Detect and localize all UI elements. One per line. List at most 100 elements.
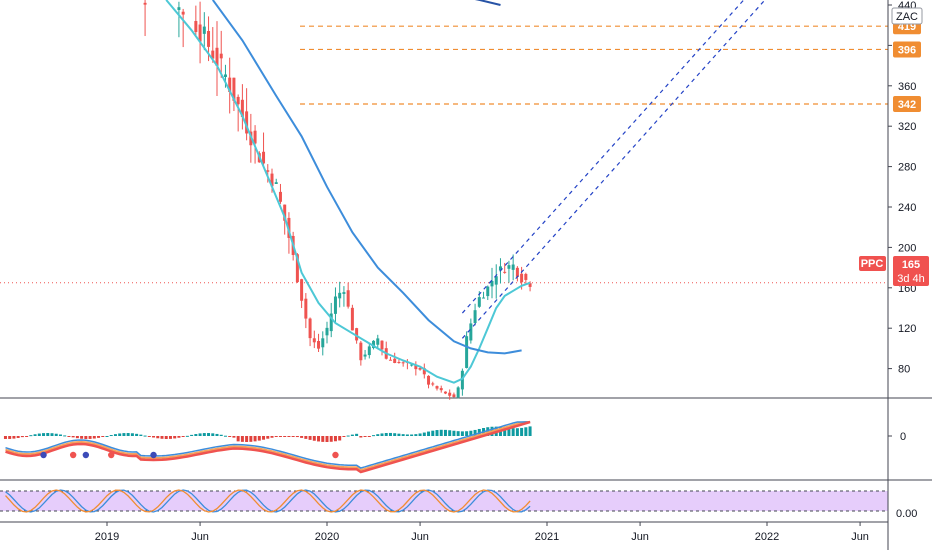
osc-line — [5, 421, 531, 472]
osc-bar — [130, 433, 134, 436]
osc-bar — [54, 433, 58, 436]
osc-marker-dot — [40, 451, 47, 459]
osc-bar — [16, 436, 20, 438]
candle-body — [427, 375, 431, 385]
candle-body — [507, 265, 511, 269]
osc-line — [5, 420, 531, 474]
candle-body — [503, 271, 507, 273]
candle-body — [448, 392, 452, 396]
moving-average-slow — [211, 0, 522, 355]
osc-bar — [372, 435, 376, 437]
candle-body — [380, 340, 384, 350]
moving-average-fast — [165, 0, 531, 384]
osc-bar — [215, 433, 219, 436]
y-tick-label: 240 — [898, 202, 916, 214]
osc-bar — [295, 436, 299, 438]
stoch-line — [5, 489, 531, 513]
osc-bar — [207, 433, 211, 436]
osc-bar — [245, 436, 249, 442]
candle-body — [431, 383, 435, 385]
osc-bar — [190, 434, 194, 436]
candle-body — [376, 338, 380, 345]
candle-body — [372, 340, 376, 349]
candle-body — [482, 297, 486, 299]
osc-bar — [342, 436, 346, 437]
candle-body — [266, 170, 270, 172]
candle-body — [439, 388, 443, 391]
osc-bar — [84, 436, 88, 439]
x-tick-label: 2021 — [535, 531, 559, 543]
candle-body — [460, 370, 464, 390]
candle-body — [329, 313, 333, 332]
osc-bar — [257, 436, 261, 441]
osc-bar — [346, 435, 350, 437]
osc-bar — [300, 436, 304, 438]
osc-bar — [422, 432, 426, 436]
candle-body — [524, 273, 528, 280]
oscillator-pane[interactable] — [0, 420, 932, 481]
candle-body — [236, 96, 240, 105]
price-tag-label: PPC — [861, 258, 884, 270]
candle-body — [283, 204, 287, 221]
osc-bar — [147, 436, 151, 437]
osc-bar — [338, 436, 342, 441]
channel-line — [461, 0, 766, 339]
x-tick-label: Jun — [851, 531, 869, 543]
osc-marker-dot — [82, 451, 90, 459]
osc-bar — [139, 434, 143, 436]
osc-bar — [511, 428, 515, 436]
osc-bar — [270, 436, 274, 438]
osc-bar — [20, 436, 24, 438]
candle-body — [528, 283, 532, 287]
osc-bar — [88, 436, 92, 439]
x-tick-label: Jun — [191, 531, 209, 543]
osc-marker-dot — [332, 451, 339, 459]
osc-bar — [194, 434, 198, 436]
osc-bar — [63, 435, 67, 437]
candle-body — [346, 290, 350, 307]
osc-bar — [410, 434, 414, 436]
osc-bar — [198, 433, 202, 436]
osc-bar — [168, 436, 172, 439]
osc-bar — [401, 434, 405, 436]
osc-bar — [211, 433, 215, 436]
osc-bar — [75, 436, 79, 439]
time-axis[interactable]: 2019 Jun 2020 Jun 2021 Jun 2022 Jun — [0, 521, 888, 543]
candle-body — [486, 286, 490, 297]
candle-body — [469, 323, 473, 341]
osc-bar — [507, 427, 511, 436]
candle-body — [333, 296, 337, 314]
osc-bar — [50, 433, 54, 436]
resistance-tag-label: 396 — [898, 44, 916, 56]
osc-bar — [12, 436, 16, 439]
osc-tick-label: 0 — [900, 431, 906, 443]
y-tick-label: 80 — [898, 364, 910, 376]
osc-bar — [236, 436, 240, 442]
candle-body — [202, 26, 206, 34]
candle-body — [270, 173, 274, 187]
osc-bar — [228, 436, 232, 437]
osc-bar — [503, 427, 507, 436]
y-tick-label: 200 — [898, 242, 916, 254]
osc-bar — [80, 436, 84, 439]
osc-marker-dot — [69, 451, 77, 459]
osc-bar — [329, 436, 333, 442]
candle-body — [410, 364, 414, 366]
symbol-tag-text: ZAC — [896, 11, 918, 23]
osc-bar — [431, 430, 435, 436]
resistance-tag — [893, 95, 921, 112]
osc-bar — [308, 436, 312, 440]
osc-bar — [223, 435, 227, 437]
osc-bar — [177, 436, 181, 438]
osc-bar — [143, 435, 147, 437]
price-pane[interactable] — [0, 0, 932, 400]
candle-body — [312, 338, 316, 343]
y-tick-label: 320 — [898, 121, 916, 133]
stochastic-pane[interactable] — [0, 489, 888, 513]
osc-bar — [317, 436, 321, 442]
osc-bar — [122, 433, 126, 436]
candle-body — [321, 338, 325, 348]
osc-bar — [405, 434, 409, 436]
channel-line — [461, 0, 745, 314]
